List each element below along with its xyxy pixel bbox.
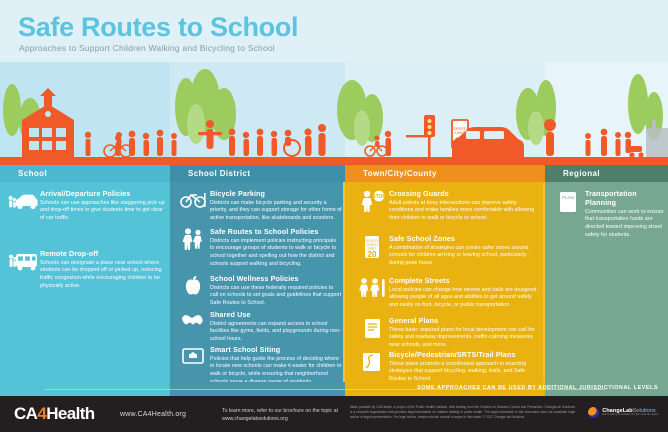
entry-body: Schools can designate a place near schoo…: [40, 259, 162, 290]
svg-text:SCHOOL: SCHOOL: [364, 239, 379, 243]
partner-name-2: Solutions: [632, 407, 656, 414]
entry-title: Bicycle Parking: [210, 189, 266, 198]
column-header-town-city-county: Town/City/County: [345, 165, 545, 182]
footer-fine-print: Made possible by CA4Health, a project of…: [350, 405, 575, 419]
columns-container: Arrival/Departure Policies Schools can u…: [0, 182, 668, 385]
entry-shared-use: Shared Use District agreements can expan…: [176, 310, 342, 344]
column-header-school: School: [0, 165, 170, 182]
page-title: Safe Routes to School: [18, 12, 299, 42]
bicycle-icon: [176, 189, 210, 223]
svg-text:SPEED: SPEED: [366, 243, 378, 247]
apple-icon: [176, 274, 210, 308]
column-school: Arrival/Departure Policies Schools can u…: [0, 182, 170, 382]
entry-body: Districts can use these federally requir…: [210, 284, 342, 307]
scene-artwork: SPEED LIMIT 20: [0, 69, 668, 165]
column-label-regional: Regional: [563, 169, 600, 178]
note-bar: SOME APPROACHES CAN BE USED BY ADDITIONA…: [0, 382, 668, 396]
entry-title: Crossing Guards: [389, 189, 449, 198]
note-text: SOME APPROACHES CAN BE USED BY ADDITIONA…: [417, 385, 658, 391]
entry-title: Complete Streets: [389, 276, 450, 285]
column-header-school-district: School District: [170, 165, 345, 182]
handshake-icon: [176, 310, 210, 344]
poster-footer: CA4Health www.CA4Health.org To learn mor…: [0, 396, 668, 432]
entry-title: Safe School Zones: [389, 234, 456, 243]
column-label-town-city-county: Town/City/County: [363, 169, 437, 178]
entry-title: Remote Drop-off: [40, 249, 99, 258]
entry-title: Shared Use: [210, 310, 251, 319]
sky-background: [0, 62, 668, 165]
note-rule: [45, 388, 605, 390]
partner-name: ChangeLab: [602, 407, 633, 414]
school-site-map-icon: [176, 345, 210, 387]
entry-bicycle-parking: Bicycle Parking Districts can make bicyc…: [176, 189, 342, 223]
column-header-regional: Regional: [545, 165, 668, 182]
crossing-guard-icon: STOP: [355, 189, 389, 223]
entry-body: Districts can make bicycle parking and s…: [210, 199, 342, 222]
svg-text:LIMIT: LIMIT: [455, 130, 466, 135]
entry-body: These plans promote a coordinated approa…: [389, 360, 526, 383]
svg-text:STOP: STOP: [372, 194, 386, 200]
column-school-district: Bicycle Parking Districts can make bicyc…: [170, 182, 345, 385]
page-subtitle: Approaches to Support Children Walking a…: [19, 43, 275, 53]
changelab-mark-icon: [588, 407, 600, 418]
footer-brochure-note: To learn more, refer to our brochure on …: [222, 408, 338, 423]
svg-text:LIMIT: LIMIT: [368, 247, 377, 251]
logo-4: 4: [37, 404, 47, 423]
changelab-solutions-logo: ChangeLabSolutions law & policy innovati…: [588, 407, 658, 418]
entry-title: Smart School Siting: [210, 345, 281, 354]
entry-smart-school-siting: Smart School Siting Policies that help g…: [176, 345, 342, 387]
svg-text:PLAN: PLAN: [562, 195, 573, 200]
entry-body: Adult patrols at busy intersections can …: [389, 199, 535, 222]
entry-transportation-planning: PLAN Transportation Planning Communities…: [551, 189, 665, 240]
logo-ca: CA: [14, 404, 38, 423]
plan-document-icon: PLAN: [551, 189, 585, 240]
entry-safe-school-zones: SCHOOL SPEED LIMIT 20 Safe School Zones …: [355, 234, 541, 268]
entry-body: Communities can work to ensure that tran…: [585, 208, 664, 239]
column-header-bar: School School District Town/City/County …: [0, 165, 668, 182]
two-people-walking-icon: [176, 227, 210, 269]
entry-body: District agreements can expand access to…: [210, 320, 341, 343]
entry-title: Safe Routes to School Policies: [210, 227, 319, 236]
footer-website[interactable]: www.CA4Health.org: [120, 411, 187, 418]
column-divider-right: [543, 182, 545, 382]
entry-body: These basic required plans for local dev…: [389, 326, 535, 349]
entry-body: A combination of strategies can create s…: [389, 244, 529, 267]
complete-streets-icon: [355, 276, 389, 310]
column-town-city-county: STOP Crossing Guards Adult patrols at bu…: [345, 182, 545, 382]
entry-title: School Wellness Policies: [210, 274, 299, 283]
entry-remote-drop-off: Remote Drop-off Schools can designate a …: [6, 249, 166, 291]
car-dropoff-icon: [6, 189, 40, 223]
entry-arrival-departure-policies: Arrival/Departure Policies Schools can u…: [6, 189, 166, 223]
entry-bicycle-pedestrian-srts-trail-plans: Bicycle/Pedestrian/SRTS/Trail Plans Thes…: [355, 350, 541, 384]
column-regional: PLAN Transportation Planning Communities…: [545, 182, 668, 382]
entry-title: General Plans: [389, 316, 439, 325]
column-label-school: School: [18, 169, 48, 178]
entry-crossing-guards: STOP Crossing Guards Adult patrols at bu…: [355, 189, 541, 223]
entry-title: Arrival/Departure Policies: [40, 189, 131, 198]
entry-body: Districts can implement policies instruc…: [210, 237, 337, 268]
ca4health-logo: CA4Health: [14, 405, 95, 422]
school-bus-icon: [6, 249, 40, 291]
column-label-school-district: School District: [188, 169, 251, 178]
entry-title: Bicycle/Pedestrian/SRTS/Trail Plans: [389, 350, 516, 359]
entry-body: Local policies can change how streets an…: [389, 286, 538, 309]
poster-header: Safe Routes to School Approaches to Supp…: [0, 0, 668, 62]
general-plan-document-icon: [355, 316, 389, 350]
column-divider-left: [343, 182, 345, 382]
entry-title: Transportation Planning: [585, 189, 637, 207]
street-scene-illustration: SPEED LIMIT 20: [0, 62, 668, 165]
entry-body: Schools can use approaches like staggeri…: [40, 199, 165, 222]
speed-limit-20-sign-icon: SCHOOL SPEED LIMIT 20: [355, 234, 389, 268]
entry-general-plans: General Plans These basic required plans…: [355, 316, 541, 350]
entry-safe-routes-to-school-policies: Safe Routes to School Policies Districts…: [176, 227, 342, 269]
partner-tagline: law & policy innovation for the common g…: [602, 413, 658, 417]
entry-school-wellness-policies: School Wellness Policies Districts can u…: [176, 274, 342, 308]
svg-text:20: 20: [368, 250, 377, 259]
logo-health: Health: [46, 404, 95, 423]
entry-complete-streets: Complete Streets Local policies can chan…: [355, 276, 541, 310]
trail-plan-icon: [355, 350, 389, 384]
svg-text:SPEED: SPEED: [453, 126, 467, 131]
